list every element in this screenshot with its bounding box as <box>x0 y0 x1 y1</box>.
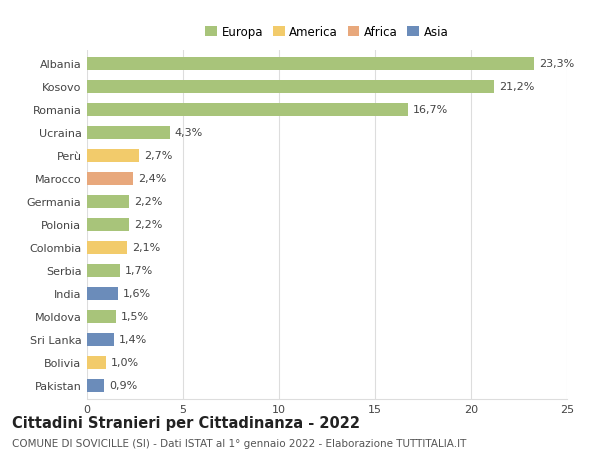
Text: 0,9%: 0,9% <box>109 381 137 391</box>
Bar <box>87 81 494 94</box>
Text: 1,4%: 1,4% <box>119 335 147 345</box>
Text: 1,0%: 1,0% <box>111 358 139 368</box>
Text: COMUNE DI SOVICILLE (SI) - Dati ISTAT al 1° gennaio 2022 - Elaborazione TUTTITAL: COMUNE DI SOVICILLE (SI) - Dati ISTAT al… <box>12 438 466 448</box>
Bar <box>87 196 129 208</box>
Text: Cittadini Stranieri per Cittadinanza - 2022: Cittadini Stranieri per Cittadinanza - 2… <box>12 415 360 431</box>
Text: 4,3%: 4,3% <box>175 128 203 138</box>
Bar <box>87 218 129 231</box>
Bar <box>87 310 116 323</box>
Bar <box>87 173 133 185</box>
Text: 23,3%: 23,3% <box>539 59 574 69</box>
Bar <box>87 58 535 71</box>
Bar <box>87 333 114 346</box>
Bar <box>87 104 407 117</box>
Text: 2,4%: 2,4% <box>138 174 166 184</box>
Bar <box>87 241 127 254</box>
Text: 1,5%: 1,5% <box>121 312 149 322</box>
Legend: Europa, America, Africa, Asia: Europa, America, Africa, Asia <box>203 23 451 41</box>
Bar <box>87 150 139 162</box>
Text: 21,2%: 21,2% <box>499 82 534 92</box>
Text: 2,2%: 2,2% <box>134 220 163 230</box>
Bar <box>87 379 104 392</box>
Text: 1,7%: 1,7% <box>124 266 152 276</box>
Text: 16,7%: 16,7% <box>412 105 448 115</box>
Text: 2,7%: 2,7% <box>143 151 172 161</box>
Text: 1,6%: 1,6% <box>122 289 151 299</box>
Bar <box>87 127 170 140</box>
Bar <box>87 264 119 277</box>
Text: 2,2%: 2,2% <box>134 197 163 207</box>
Bar <box>87 287 118 300</box>
Bar <box>87 356 106 369</box>
Text: 2,1%: 2,1% <box>132 243 160 253</box>
